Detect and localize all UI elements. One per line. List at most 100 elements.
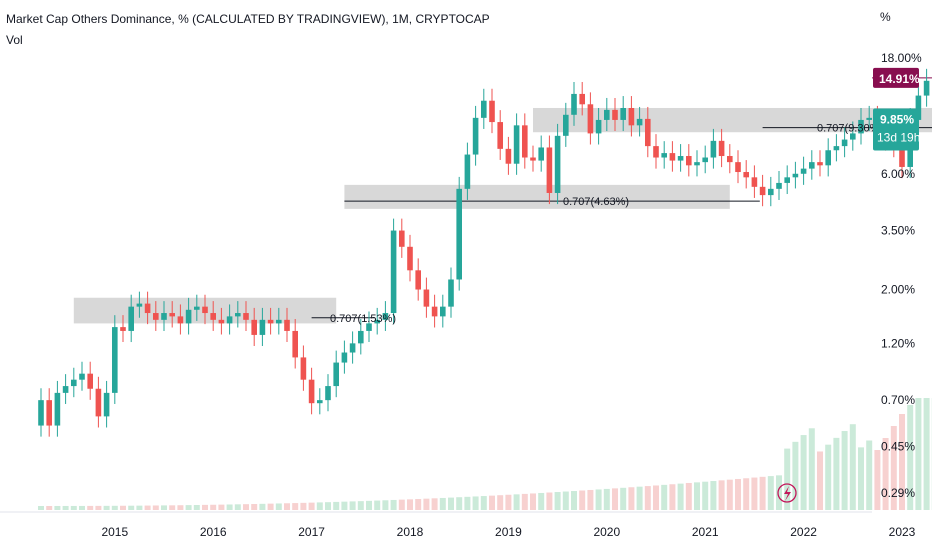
last-price-badge [873,108,919,151]
volume-bar [46,505,53,510]
candle [636,118,643,126]
candle [727,156,733,163]
volume-bar [858,447,864,510]
candle [899,146,905,167]
candle [702,157,708,163]
candle [530,157,536,161]
volume-bar [111,505,118,510]
candle [809,162,815,169]
volume-bar [128,505,135,510]
candle [866,117,872,120]
volume-bar [185,505,192,510]
candle [194,306,200,310]
volume-bar [152,505,159,510]
time-label: 2015 [101,525,128,539]
candle [226,316,233,324]
volume-bar [120,505,126,510]
volume-bar [374,500,381,510]
candle [718,140,725,157]
candle [792,173,799,178]
volume-bar [489,495,495,510]
volume-bar [849,424,856,510]
volume-bar [784,448,791,510]
candle [833,146,840,151]
candle [686,156,692,166]
time-label: 2019 [495,525,522,539]
price-tick: 18.00% [881,51,922,65]
volume-bar [202,504,208,510]
candle [399,230,405,247]
volume-bar [464,496,471,510]
volume-bar [677,483,684,510]
candle [694,162,700,166]
candle [218,319,225,324]
candle [612,109,618,120]
volume-bar [653,485,659,510]
candle [841,139,848,147]
volume-bar [87,505,94,510]
volume-bar [735,478,741,510]
candle [513,125,520,164]
volume-bar [546,492,553,510]
candle [87,373,93,389]
volume-bar [333,501,340,510]
candle [38,400,44,426]
fib-label-2: 0.707(4.63%) [563,196,629,208]
candle [300,357,307,380]
candle [464,154,471,189]
candle [112,327,118,393]
candle [185,309,192,324]
volume-bar [300,502,307,510]
candle [415,270,421,290]
candle [710,140,717,158]
volume-bar [776,475,782,510]
candle [317,400,323,404]
volume-bar [144,505,151,510]
volume-bar [841,431,848,510]
volume-bar [669,484,676,510]
volume-bar [767,476,774,510]
candle [95,388,102,417]
volume-bar [308,502,315,510]
candle [858,119,864,134]
volume-bar [448,497,454,510]
volume-bar [603,488,610,510]
volume-bar [226,504,233,510]
volume-bar [382,500,389,510]
candle [743,172,749,178]
volume-bar [571,491,577,510]
volume-bar [398,499,405,510]
candle [407,246,413,271]
candle [71,379,77,387]
candle [358,330,364,344]
candle [653,146,659,158]
volume-bar [505,494,512,510]
volume-bar [325,502,331,510]
candle [284,319,290,331]
price-scale-unit: % [880,10,891,24]
candle [177,316,184,324]
candle [628,107,635,126]
volume-bar [866,440,873,510]
candle [79,373,85,380]
candle [546,147,553,193]
candle [120,327,126,331]
candle [161,313,167,320]
candle [341,352,348,363]
volume-bar [136,505,143,510]
volume-bar [95,505,102,510]
volume-bar [267,503,274,510]
candle [768,188,774,196]
lightning-icon-circle [777,483,797,503]
candle [423,289,430,307]
candle [333,362,339,387]
candle [472,117,479,155]
volume-bar [562,491,569,510]
volume-bar [661,484,668,510]
volume-bar [907,405,914,510]
candle [677,156,684,161]
price-tick: 2.00% [881,283,915,297]
volume-bar [923,398,930,510]
volume-bar [218,504,225,510]
